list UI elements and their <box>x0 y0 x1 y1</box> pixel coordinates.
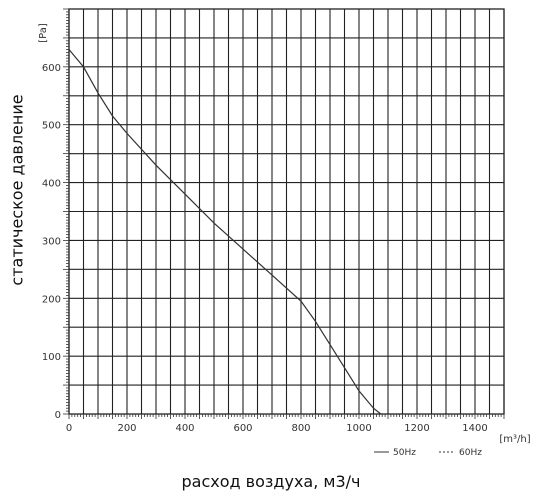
x-tick-label: 800 <box>291 423 310 434</box>
x-tick-label: 1400 <box>462 423 487 434</box>
x-tick-label: 1200 <box>404 423 429 434</box>
y-axis-unit: [Pa] <box>38 23 49 43</box>
y-tick-label: 200 <box>42 294 61 305</box>
y-tick-label: 300 <box>42 236 61 247</box>
y-tick-label: 400 <box>42 179 61 190</box>
y-tick-label: 500 <box>42 121 61 132</box>
x-tick-label: 600 <box>233 423 252 434</box>
y-axis-title: статическое давление <box>7 94 27 286</box>
x-axis-unit: [m³/h] <box>499 434 530 445</box>
y-axis-title-box: статическое давление <box>4 75 30 305</box>
x-tick-label: 1000 <box>346 423 371 434</box>
legend-label-50hz: 50Hz <box>393 448 416 458</box>
x-axis-title: расход воздуха, м3/ч <box>181 472 361 491</box>
y-tick-label: 100 <box>42 352 61 363</box>
legend-label-60hz: 60Hz <box>459 448 482 458</box>
y-tick-label: 0 <box>55 410 61 421</box>
y-tick-label: 600 <box>42 63 61 74</box>
x-tick-label: 400 <box>175 423 194 434</box>
x-tick-label: 0 <box>66 423 72 434</box>
series-line-50Hz <box>68 49 382 415</box>
x-tick-label: 200 <box>117 423 136 434</box>
